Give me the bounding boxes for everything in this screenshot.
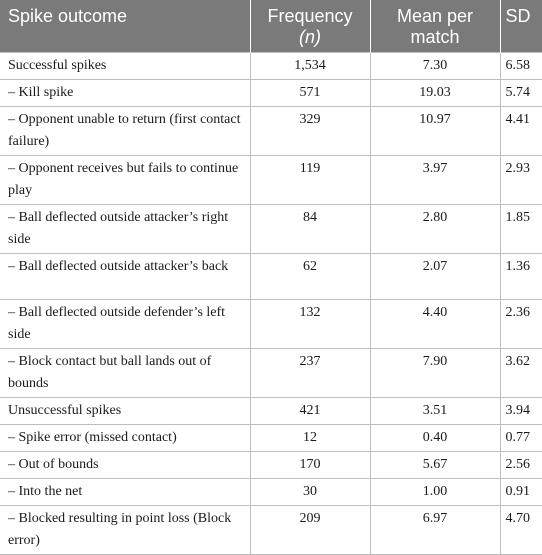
cell-outcome: – Spike error (missed contact) — [0, 424, 250, 452]
table-body: Successful spikes 1,534 7.30 6.58 – Kill… — [0, 52, 542, 555]
cell-sd: 1.36 — [499, 253, 542, 300]
cell-frequency: 62 — [249, 253, 370, 300]
table-row: – Block contact but ball lands out of bo… — [0, 348, 542, 398]
cell-outcome: – Blocked resulting in point loss (Block… — [0, 505, 250, 555]
cell-mean: 5.67 — [369, 451, 500, 479]
cell-mean: 10.97 — [369, 106, 500, 156]
cell-sd: 4.70 — [499, 505, 542, 555]
header-sd: SD — [499, 0, 542, 53]
header-frequency: Frequency (n) — [249, 0, 370, 53]
cell-outcome: – Opponent unable to return (first conta… — [0, 106, 250, 156]
cell-frequency: 209 — [249, 505, 370, 555]
cell-sd: 3.94 — [499, 397, 542, 425]
table-row: – Into the net 30 1.00 0.91 — [0, 478, 542, 506]
cell-frequency: 170 — [249, 451, 370, 479]
cell-outcome: – Block contact but ball lands out of bo… — [0, 348, 250, 398]
table-row: – Opponent unable to return (first conta… — [0, 106, 542, 156]
cell-outcome: – Kill spike — [0, 79, 250, 107]
header-frequency-n: (n) — [299, 27, 321, 47]
cell-mean: 19.03 — [369, 79, 500, 107]
cell-frequency: 421 — [249, 397, 370, 425]
cell-mean: 6.97 — [369, 505, 500, 555]
cell-outcome: – Ball deflected outside attacker’s righ… — [0, 204, 250, 254]
table-row: – Ball deflected outside attacker’s back… — [0, 253, 542, 300]
cell-outcome: Successful spikes — [0, 52, 250, 80]
cell-sd: 2.56 — [499, 451, 542, 479]
cell-sd: 1.85 — [499, 204, 542, 254]
cell-mean: 3.51 — [369, 397, 500, 425]
cell-mean: 4.40 — [369, 299, 500, 349]
cell-frequency: 84 — [249, 204, 370, 254]
cell-frequency: 12 — [249, 424, 370, 452]
cell-sd: 6.58 — [499, 52, 542, 80]
cell-mean: 2.80 — [369, 204, 500, 254]
table-row: – Ball deflected outside defender’s left… — [0, 299, 542, 349]
cell-outcome: – Opponent receives but fails to continu… — [0, 155, 250, 205]
cell-sd: 3.62 — [499, 348, 542, 398]
header-row: Spike outcome Frequency (n) Mean per matc… — [0, 0, 542, 53]
cell-mean: 2.07 — [369, 253, 500, 300]
table-row: – Kill spike 571 19.03 5.74 — [0, 79, 542, 107]
cell-outcome: – Ball deflected outside attacker’s back — [0, 253, 250, 300]
cell-sd: 0.91 — [499, 478, 542, 506]
cell-sd: 4.41 — [499, 106, 542, 156]
table-row: Successful spikes 1,534 7.30 6.58 — [0, 52, 542, 80]
table-row: – Opponent receives but fails to continu… — [0, 155, 542, 205]
cell-frequency: 571 — [249, 79, 370, 107]
cell-sd: 0.77 — [499, 424, 542, 452]
table-row: – Out of bounds 170 5.67 2.56 — [0, 451, 542, 479]
cell-sd: 5.74 — [499, 79, 542, 107]
cell-frequency: 237 — [249, 348, 370, 398]
cell-outcome: – Out of bounds — [0, 451, 250, 479]
table-header: Spike outcome Frequency (n) Mean per matc… — [0, 0, 542, 53]
table-row: Unsuccessful spikes 421 3.51 3.94 — [0, 397, 542, 425]
cell-mean: 3.97 — [369, 155, 500, 205]
cell-frequency: 119 — [249, 155, 370, 205]
cell-frequency: 132 — [249, 299, 370, 349]
cell-mean: 7.30 — [369, 52, 500, 80]
header-mean: Mean per match — [369, 0, 500, 53]
cell-mean: 0.40 — [369, 424, 500, 452]
cell-frequency: 1,534 — [249, 52, 370, 80]
table-row: – Spike error (missed contact) 12 0.40 0… — [0, 424, 542, 452]
table-row: – Blocked resulting in point loss (Block… — [0, 505, 542, 555]
table-row: – Ball deflected outside attacker’s righ… — [0, 204, 542, 254]
cell-mean: 1.00 — [369, 478, 500, 506]
cell-outcome: – Ball deflected outside defender’s left… — [0, 299, 250, 349]
cell-frequency: 329 — [249, 106, 370, 156]
header-outcome: Spike outcome — [0, 0, 250, 53]
cell-frequency: 30 — [249, 478, 370, 506]
header-frequency-label: Frequency — [267, 6, 353, 26]
cell-mean: 7.90 — [369, 348, 500, 398]
cell-sd: 2.93 — [499, 155, 542, 205]
cell-outcome: – Into the net — [0, 478, 250, 506]
cell-outcome: Unsuccessful spikes — [0, 397, 250, 425]
cell-sd: 2.36 — [499, 299, 542, 349]
